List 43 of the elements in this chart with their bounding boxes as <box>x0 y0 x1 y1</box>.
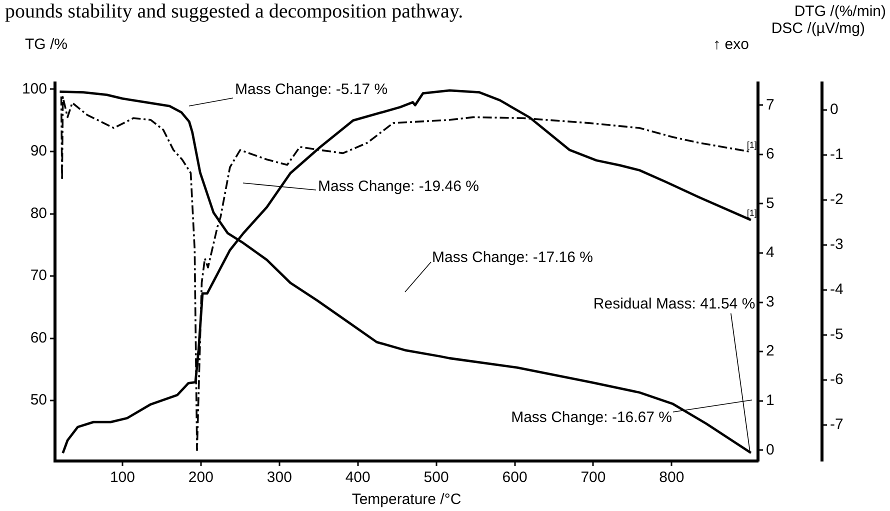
y2-tick-label: 2 <box>766 342 774 360</box>
x-axis-title: Temperature /°C <box>352 491 462 508</box>
annotation: Mass Change: -17.16 % <box>432 249 593 266</box>
y-tick-label: 90 <box>30 142 47 160</box>
y-tick-label: 70 <box>30 267 47 284</box>
y2-tick-label: 6 <box>766 146 774 163</box>
annotation: Mass Change: -19.46 % <box>318 178 479 196</box>
y3-tick-label: -5 <box>830 326 844 344</box>
y2-tick-label: 5 <box>766 194 774 212</box>
y3-tick-label: -1 <box>830 146 844 164</box>
x-tick-label: 800 <box>659 469 684 486</box>
y3-tick-label: -7 <box>830 416 844 434</box>
x-tick-label: 100 <box>110 469 135 486</box>
text: pounds stability and suggested a decomposition pathway. <box>5 0 464 22</box>
x-tick-label: 600 <box>502 469 528 486</box>
y2-tick-label: 1 <box>766 392 774 410</box>
y2-tick-label: 3 <box>766 293 774 310</box>
y3-tick-label: 0 <box>830 101 838 118</box>
x-tick-label: 300 <box>266 469 292 486</box>
x-tick-label: 500 <box>424 469 449 486</box>
y2-tick-label: 7 <box>766 96 774 114</box>
y-tick-label: 50 <box>30 392 47 409</box>
annotation: Mass Change: -5.17 % <box>235 81 388 98</box>
x-tick-label: 700 <box>580 469 606 486</box>
y-tick-label: 80 <box>30 204 47 222</box>
y3-tick-label: -6 <box>830 371 844 388</box>
y3-tick-label: -4 <box>830 281 844 298</box>
y3-tick-label: -3 <box>830 236 844 254</box>
x-tick-label: 200 <box>188 469 214 486</box>
y2-tick-label: 0 <box>766 441 774 458</box>
text: ↑ exo <box>713 36 749 54</box>
y-axis-title: TG /% <box>25 36 68 54</box>
annotation: Residual Mass: 41.54 % <box>593 295 756 312</box>
y2-axis-title: DSC /(µV/mg) <box>771 20 865 38</box>
y-tick-label: 100 <box>22 80 47 98</box>
y2-tick-label: 4 <box>766 244 774 262</box>
series-label: [1] <box>746 208 757 218</box>
x-tick-label: 400 <box>345 469 370 486</box>
y3-tick-label: -2 <box>830 191 844 208</box>
annotation: Mass Change: -16.67 % <box>511 409 672 426</box>
y-tick-label: 60 <box>30 329 47 346</box>
y3-axis-title: DTG /(%/min) <box>794 3 886 20</box>
series-label: [1] <box>746 140 757 150</box>
